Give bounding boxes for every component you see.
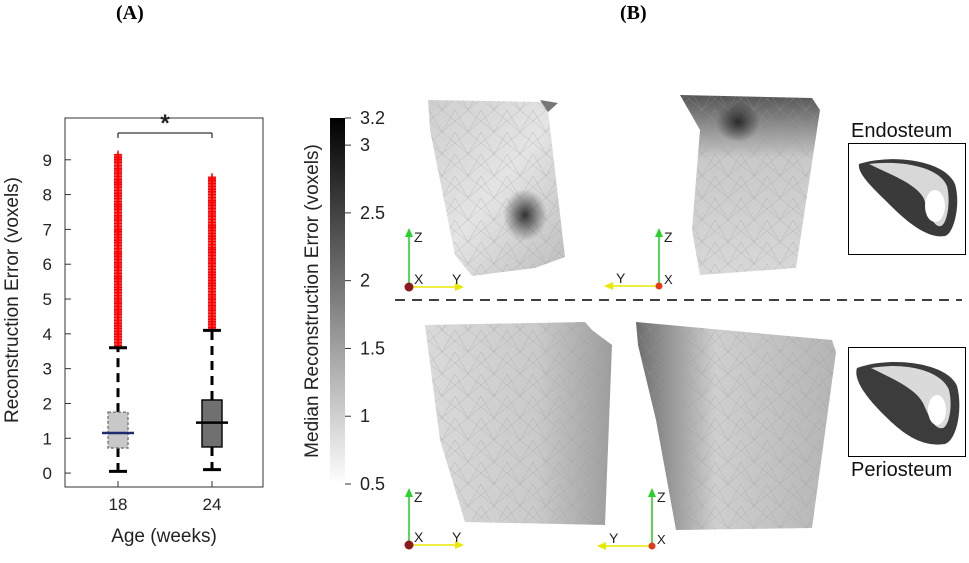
axis-y-label: Y: [452, 529, 462, 545]
y-tick-label: 9: [43, 151, 52, 170]
y-tick-label: 2: [43, 394, 52, 413]
box-series: [102, 150, 228, 473]
y-tick-label: 0: [43, 464, 52, 483]
shell-render-top-left: [428, 100, 565, 276]
y-tick-label: 6: [43, 255, 52, 274]
colorbar-tick-label: 3.2: [360, 108, 385, 128]
axes-triad-top-left: Z X Y: [404, 228, 464, 292]
colorbar-ticks: 0.5 1 1.5 2 2.5 3 3.2: [345, 108, 385, 494]
axis-z-label: Z: [657, 489, 666, 505]
periosteum-render: [856, 362, 960, 445]
axis-x-label: X: [414, 529, 424, 545]
colorbar: 0.5 1 1.5 2 2.5 3 3.2 Median Reconstruction Er…: [302, 108, 385, 494]
colorbar-tick-label: 3: [360, 135, 370, 155]
axis-y-label: Y: [616, 270, 626, 286]
colorbar-gradient: [330, 118, 345, 484]
axis-z-label: Z: [664, 229, 673, 245]
axis-x-label: X: [664, 272, 673, 287]
y-tick-label: 1: [43, 429, 52, 448]
y-tick-label: 7: [43, 220, 52, 239]
axis-x-label: X: [414, 271, 424, 287]
axes-triad-bottom-left: Z X Y: [404, 488, 464, 550]
colorbar-tick-label: 2.5: [360, 203, 385, 223]
axis-z-label: Z: [414, 229, 423, 245]
axis-z-label: Z: [414, 489, 423, 505]
significance-marker: *: [117, 110, 213, 138]
box-body: [107, 411, 129, 449]
plot-frame: [64, 117, 264, 488]
inset-title-periosteum: Periosteum: [851, 459, 953, 481]
axes-triad-top-right: Z Y X: [604, 228, 673, 290]
y-tick-label: 8: [43, 186, 52, 205]
axis-x-label: X: [657, 532, 666, 547]
endosteum-render: [858, 159, 958, 237]
shell-render-bottom-right: [636, 322, 836, 530]
panel-label-a: (A): [116, 2, 144, 24]
y-axis: 0 1 2 3 4 5 6 7 8 9: [43, 151, 71, 483]
colorbar-tick-label: 2: [360, 271, 370, 291]
x-axis-label: Age (weeks): [111, 526, 217, 547]
y-tick-label: 3: [43, 360, 52, 379]
x-axis: 18 24: [109, 481, 222, 514]
axis-y-label: Y: [452, 271, 462, 287]
shell-render-top-right: [680, 95, 820, 275]
y-axis-label: Reconstruction Error (voxels): [2, 177, 23, 423]
y-tick-label: 4: [43, 325, 52, 344]
y-tick-label: 5: [43, 290, 52, 309]
shell-render-bottom-left: [425, 322, 612, 525]
inset-title-endosteum: Endosteum: [851, 120, 953, 142]
panel-label-b: (B): [620, 2, 647, 24]
axis-y-label: Y: [609, 530, 619, 546]
inset-periosteum: [848, 347, 966, 457]
inset-endosteum: [848, 143, 966, 255]
x-tick-label: 18: [109, 495, 128, 514]
colorbar-label: Median Reconstruction Error (voxels): [302, 144, 323, 458]
colorbar-tick-label: 0.5: [360, 474, 385, 494]
axes-triad-bottom-right: Z Y X: [597, 488, 666, 550]
box-18: [102, 150, 134, 473]
colorbar-tick-label: 1: [360, 406, 370, 426]
colorbar-tick-label: 1.5: [360, 338, 385, 358]
box-24: [196, 173, 228, 472]
x-tick-label: 24: [203, 495, 222, 514]
significance-label: *: [160, 110, 170, 137]
